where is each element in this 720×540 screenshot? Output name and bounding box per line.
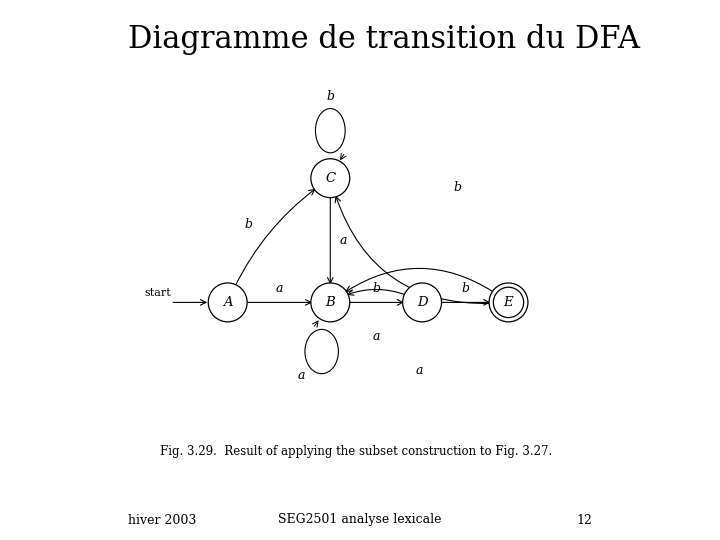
Text: Fig. 3.29.  Result of applying the subset construction to Fig. 3.27.: Fig. 3.29. Result of applying the subset… [160,446,552,458]
Text: b: b [326,90,334,103]
Text: B: B [325,296,336,309]
Text: a: a [340,234,348,247]
Text: A: A [223,296,233,309]
Text: start: start [145,288,171,298]
Text: E: E [504,296,513,309]
Text: a: a [415,364,423,377]
Circle shape [489,283,528,322]
Text: SEG2501 analyse lexicale: SEG2501 analyse lexicale [278,514,442,526]
Circle shape [311,283,350,322]
Text: b: b [372,282,380,295]
Text: a: a [297,369,305,382]
Text: a: a [372,330,380,343]
Text: b: b [462,282,469,295]
Text: C: C [325,172,336,185]
Circle shape [208,283,247,322]
Circle shape [311,159,350,198]
Text: 12: 12 [576,514,593,526]
Text: hiver 2003: hiver 2003 [128,514,196,526]
Text: a: a [275,282,283,295]
Text: b: b [244,218,252,231]
Text: D: D [417,296,428,309]
Text: b: b [453,181,462,194]
Text: Diagramme de transition du DFA: Diagramme de transition du DFA [128,24,640,55]
Circle shape [402,283,441,322]
